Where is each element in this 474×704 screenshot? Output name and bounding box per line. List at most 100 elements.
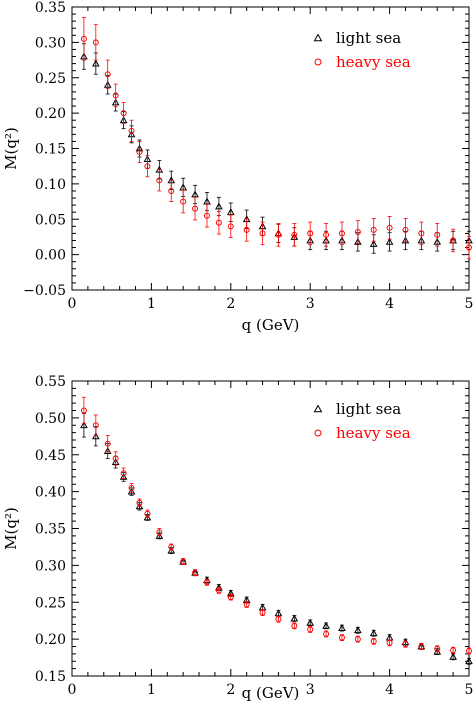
data-point-circle bbox=[104, 440, 111, 447]
x-tick-label: 5 bbox=[465, 682, 474, 698]
y-tick-label: 0.45 bbox=[35, 448, 66, 464]
series-heavy-sea bbox=[80, 396, 472, 655]
x-tick-label: 2 bbox=[226, 682, 235, 698]
data-point-triangle bbox=[226, 208, 235, 216]
data-point-circle bbox=[144, 163, 151, 170]
data-point-circle bbox=[136, 149, 143, 156]
y-tick-label: 0.05 bbox=[35, 212, 66, 228]
data-point-circle bbox=[402, 226, 409, 233]
data-point-circle bbox=[386, 224, 393, 231]
legend-marker-circle bbox=[314, 429, 322, 437]
chart-panel-1: 0 1 2 3 4 5 −0.05 0.00 0.05 0.10 0.15 0.20 0.25 0.30 0… bbox=[2, 0, 473, 334]
data-point-circle bbox=[168, 187, 175, 194]
data-point-triangle bbox=[167, 546, 176, 554]
data-point-circle bbox=[192, 205, 199, 212]
legend-marker-circle bbox=[314, 58, 322, 66]
y-tick-label: 0.00 bbox=[35, 248, 66, 264]
data-point-circle bbox=[338, 634, 345, 641]
data-point-triangle bbox=[306, 618, 315, 626]
data-point-circle bbox=[104, 71, 111, 78]
x-axis-label: q (GeV) bbox=[242, 684, 300, 702]
x-axis-label: q (GeV) bbox=[242, 316, 300, 334]
legend-background bbox=[300, 397, 454, 453]
legend-label: light sea bbox=[336, 29, 401, 47]
data-point-triangle bbox=[369, 239, 378, 247]
data-point-triangle bbox=[103, 447, 112, 454]
y-tick-label: 0.35 bbox=[35, 0, 66, 16]
data-point-triangle bbox=[338, 624, 346, 631]
data-point-circle bbox=[307, 230, 314, 237]
y-axis-label: M(q²) bbox=[2, 127, 20, 170]
y-tick-label: 0.10 bbox=[35, 177, 66, 193]
x-tick-label: 2 bbox=[226, 296, 235, 312]
y-tick-label: 0.25 bbox=[35, 71, 66, 87]
data-point-circle bbox=[156, 177, 163, 184]
data-point-triangle bbox=[401, 236, 410, 244]
data-point-triangle bbox=[203, 197, 211, 205]
data-point-triangle bbox=[353, 237, 362, 245]
legend: light sea heavy sea bbox=[300, 26, 454, 82]
data-point-triangle bbox=[127, 487, 136, 495]
legend-label: heavy sea bbox=[336, 424, 411, 442]
y-tick-label: 0.30 bbox=[35, 35, 66, 51]
data-point-circle bbox=[136, 499, 143, 506]
data-point-circle bbox=[450, 237, 457, 244]
data-point-circle bbox=[466, 244, 472, 251]
x-tick-label: 3 bbox=[306, 296, 315, 312]
data-point-circle bbox=[275, 616, 282, 623]
data-point-circle bbox=[156, 529, 163, 536]
legend-background bbox=[300, 26, 454, 82]
data-point-circle bbox=[227, 223, 234, 230]
data-point-triangle bbox=[179, 183, 188, 191]
data-point-triangle bbox=[191, 190, 199, 198]
data-point-circle bbox=[291, 622, 298, 629]
series-heavy-sea bbox=[80, 17, 472, 260]
data-point-circle bbox=[386, 639, 393, 646]
legend-marker-triangle bbox=[313, 33, 323, 42]
data-point-circle bbox=[80, 407, 87, 414]
data-point-triangle bbox=[80, 421, 88, 429]
data-point-triangle bbox=[215, 202, 223, 210]
data-point-circle bbox=[92, 422, 99, 429]
x-tick-label: 1 bbox=[147, 296, 156, 312]
data-point-circle bbox=[275, 231, 282, 238]
data-point-circle bbox=[370, 226, 377, 233]
y-tick-label: 0.50 bbox=[35, 411, 66, 427]
data-point-circle bbox=[466, 647, 472, 654]
data-point-triangle bbox=[353, 626, 362, 634]
data-point-circle bbox=[434, 231, 441, 238]
data-point-triangle bbox=[385, 237, 394, 245]
data-point-circle bbox=[227, 594, 234, 601]
y-tick-label: 0.15 bbox=[35, 669, 66, 685]
legend-label: heavy sea bbox=[336, 53, 411, 71]
y-tick-label: 0.30 bbox=[35, 558, 66, 574]
data-point-circle bbox=[92, 39, 99, 46]
data-point-circle bbox=[323, 231, 330, 238]
data-point-triangle bbox=[290, 614, 299, 622]
y-tick-label: 0.20 bbox=[35, 632, 66, 648]
data-point-circle bbox=[323, 630, 330, 637]
data-point-circle bbox=[120, 110, 127, 117]
data-point-circle bbox=[418, 643, 425, 650]
data-point-circle bbox=[354, 636, 361, 643]
legend-label: light sea bbox=[336, 400, 401, 418]
legend: light sea heavy sea bbox=[300, 397, 454, 453]
x-tick-label: 3 bbox=[306, 682, 315, 698]
y-tick-label: 0.25 bbox=[35, 595, 66, 611]
data-point-triangle bbox=[274, 609, 283, 617]
data-point-circle bbox=[192, 569, 199, 576]
data-point-circle bbox=[203, 579, 210, 586]
data-point-triangle bbox=[322, 621, 330, 629]
y-tick-label: 0.40 bbox=[35, 485, 66, 501]
data-point-circle bbox=[259, 609, 266, 616]
data-point-circle bbox=[259, 230, 266, 237]
data-point-circle bbox=[128, 127, 135, 134]
y-tick-label: 0.55 bbox=[35, 374, 66, 390]
data-point-circle bbox=[215, 219, 222, 226]
data-point-triangle bbox=[465, 657, 473, 665]
chart-panel-2: 0 1 2 3 4 5 0.15 0.20 0.25 0.30 0.35 0.40 0.45 0.50 0.… bbox=[2, 374, 473, 702]
data-point-circle bbox=[402, 641, 409, 648]
x-tick-label: 5 bbox=[465, 296, 474, 312]
data-point-circle bbox=[338, 230, 345, 237]
